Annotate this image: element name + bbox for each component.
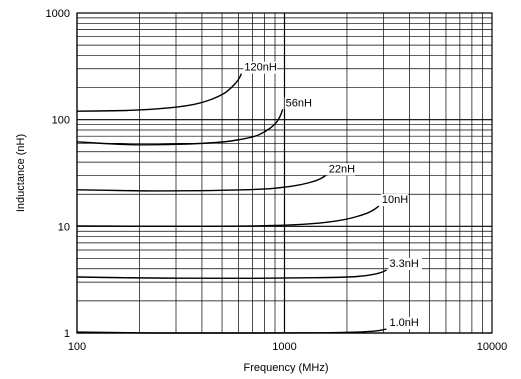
series-label-bg: [380, 194, 409, 207]
x-axis-label: Frequency (MHz): [244, 362, 329, 374]
x-tick-label: 1000: [272, 341, 296, 353]
y-tick-label: 1000: [46, 8, 70, 20]
series-layer: [76, 73, 387, 334]
series-label: 10nH: [382, 194, 408, 206]
y-axis-label: Inductance (nH): [15, 134, 27, 212]
x-tick-label: 100: [68, 341, 86, 353]
y-tick-label: 100: [52, 115, 70, 127]
series-label-bg: [284, 97, 312, 110]
series-label: 3.3nH: [389, 258, 418, 270]
series-label: 1.0nH: [389, 317, 418, 329]
series-line: [76, 109, 284, 146]
x-tick-label: 10000: [477, 341, 508, 353]
series-label: 22nH: [329, 163, 355, 175]
series-line: [76, 73, 243, 112]
series-line: [76, 205, 380, 228]
series-line: [76, 328, 387, 334]
series-label: 56nH: [286, 97, 312, 109]
series-line: [76, 269, 387, 280]
y-tick-label: 10: [58, 221, 70, 233]
series-labels: 120nH 56nH 22nH 10nH 3.3nH 1.0nH: [243, 61, 422, 330]
series-label: 120nH: [244, 62, 276, 74]
y-tick-labels: 1 10 100 1000: [46, 8, 70, 340]
series-label-bg: [327, 163, 355, 176]
series-label-bg: [388, 317, 422, 330]
series-label-bg: [243, 61, 277, 74]
series-line: [76, 174, 327, 192]
series-label-bg: [388, 257, 422, 270]
y-tick-label: 1: [64, 328, 70, 340]
x-tick-labels: 100 1000 10000: [68, 341, 507, 353]
